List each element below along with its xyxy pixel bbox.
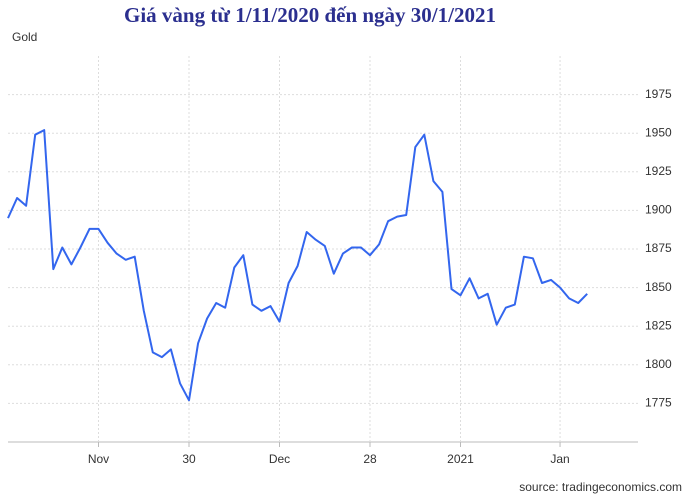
x-tick-label: 2021 <box>447 452 474 466</box>
y-tick-label: 1950 <box>645 125 672 139</box>
y-tick-label: 1975 <box>645 87 672 101</box>
y-tick-label: 1850 <box>645 280 672 294</box>
y-tick-label: 1900 <box>645 203 672 217</box>
x-tick-label: Nov <box>88 452 109 466</box>
chart-title: Giá vàng từ 1/11/2020 đến ngày 30/1/2021 <box>124 3 496 27</box>
x-tick-label: Jan <box>550 452 569 466</box>
y-tick-label: 1925 <box>645 164 672 178</box>
y-tick-label: 1775 <box>645 396 672 410</box>
series-name: Gold <box>12 30 37 44</box>
y-tick-label: 1875 <box>645 241 672 255</box>
source: source: tradingeconomics.com <box>519 480 682 494</box>
y-tick-label: 1825 <box>645 318 672 332</box>
y-tick-label: 1800 <box>645 357 672 371</box>
x-tick-label: 28 <box>363 452 377 466</box>
line <box>7 129 588 402</box>
x-tick-label: 30 <box>182 452 196 466</box>
x-tick-label: Dec <box>269 452 290 466</box>
